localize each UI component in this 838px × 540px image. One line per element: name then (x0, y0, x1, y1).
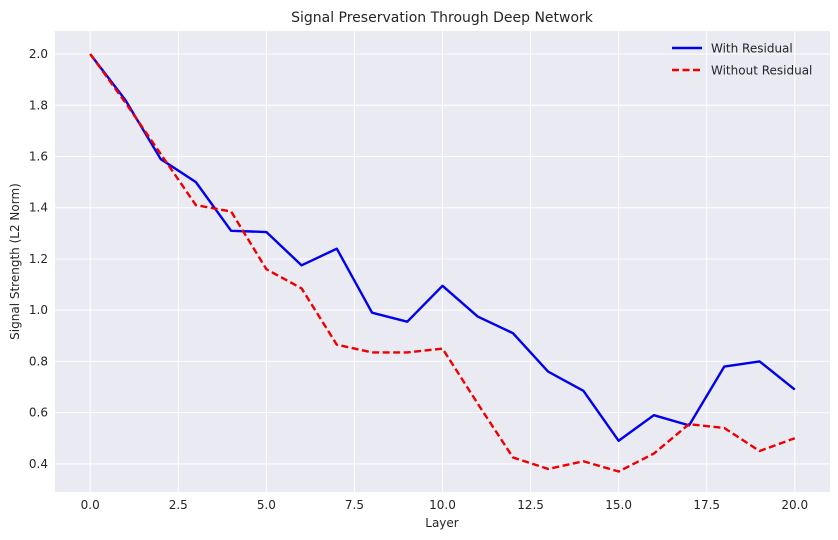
legend-label-with-residual: With Residual (711, 42, 793, 56)
series-line-without-residual (89, 53, 796, 473)
y-tick-label: 0.6 (29, 406, 48, 420)
y-tick-label: 1.4 (29, 201, 48, 215)
y-tick-label: 2.0 (29, 47, 48, 61)
x-tick-label: 0.0 (81, 498, 100, 512)
x-tick-label: 2.5 (169, 498, 188, 512)
y-axis-title: Signal Strength (L2 Norm) (8, 183, 22, 340)
x-axis-title: Layer (425, 516, 459, 530)
y-tick-label: 1.0 (29, 303, 48, 317)
y-tick-labels: 0.4 0.6 0.8 1.0 1.2 1.4 1.6 1.8 2.0 (29, 47, 48, 471)
y-tick-label: 0.4 (29, 457, 48, 471)
x-tick-label: 15.0 (605, 498, 632, 512)
legend: With Residual Without Residual (672, 42, 812, 78)
y-tick-label: 1.2 (29, 252, 48, 266)
x-tick-label: 5.0 (257, 498, 276, 512)
x-tick-label: 12.5 (517, 498, 544, 512)
series-lines (89, 53, 796, 473)
x-tick-label: 10.0 (429, 498, 456, 512)
y-tick-label: 1.8 (29, 98, 48, 112)
legend-label-without-residual: Without Residual (711, 64, 812, 78)
y-tick-label: 1.6 (29, 149, 48, 163)
y-tick-label: 0.8 (29, 354, 48, 368)
x-tick-label: 7.5 (345, 498, 364, 512)
x-tick-label: 17.5 (693, 498, 720, 512)
chart-title: Signal Preservation Through Deep Network (291, 10, 594, 26)
x-tick-labels: 0.0 2.5 5.0 7.5 10.0 12.5 15.0 17.5 20.0 (81, 498, 808, 512)
series-line-with-residual (89, 53, 796, 442)
grid-lines (55, 31, 830, 492)
x-tick-label: 20.0 (781, 498, 808, 512)
